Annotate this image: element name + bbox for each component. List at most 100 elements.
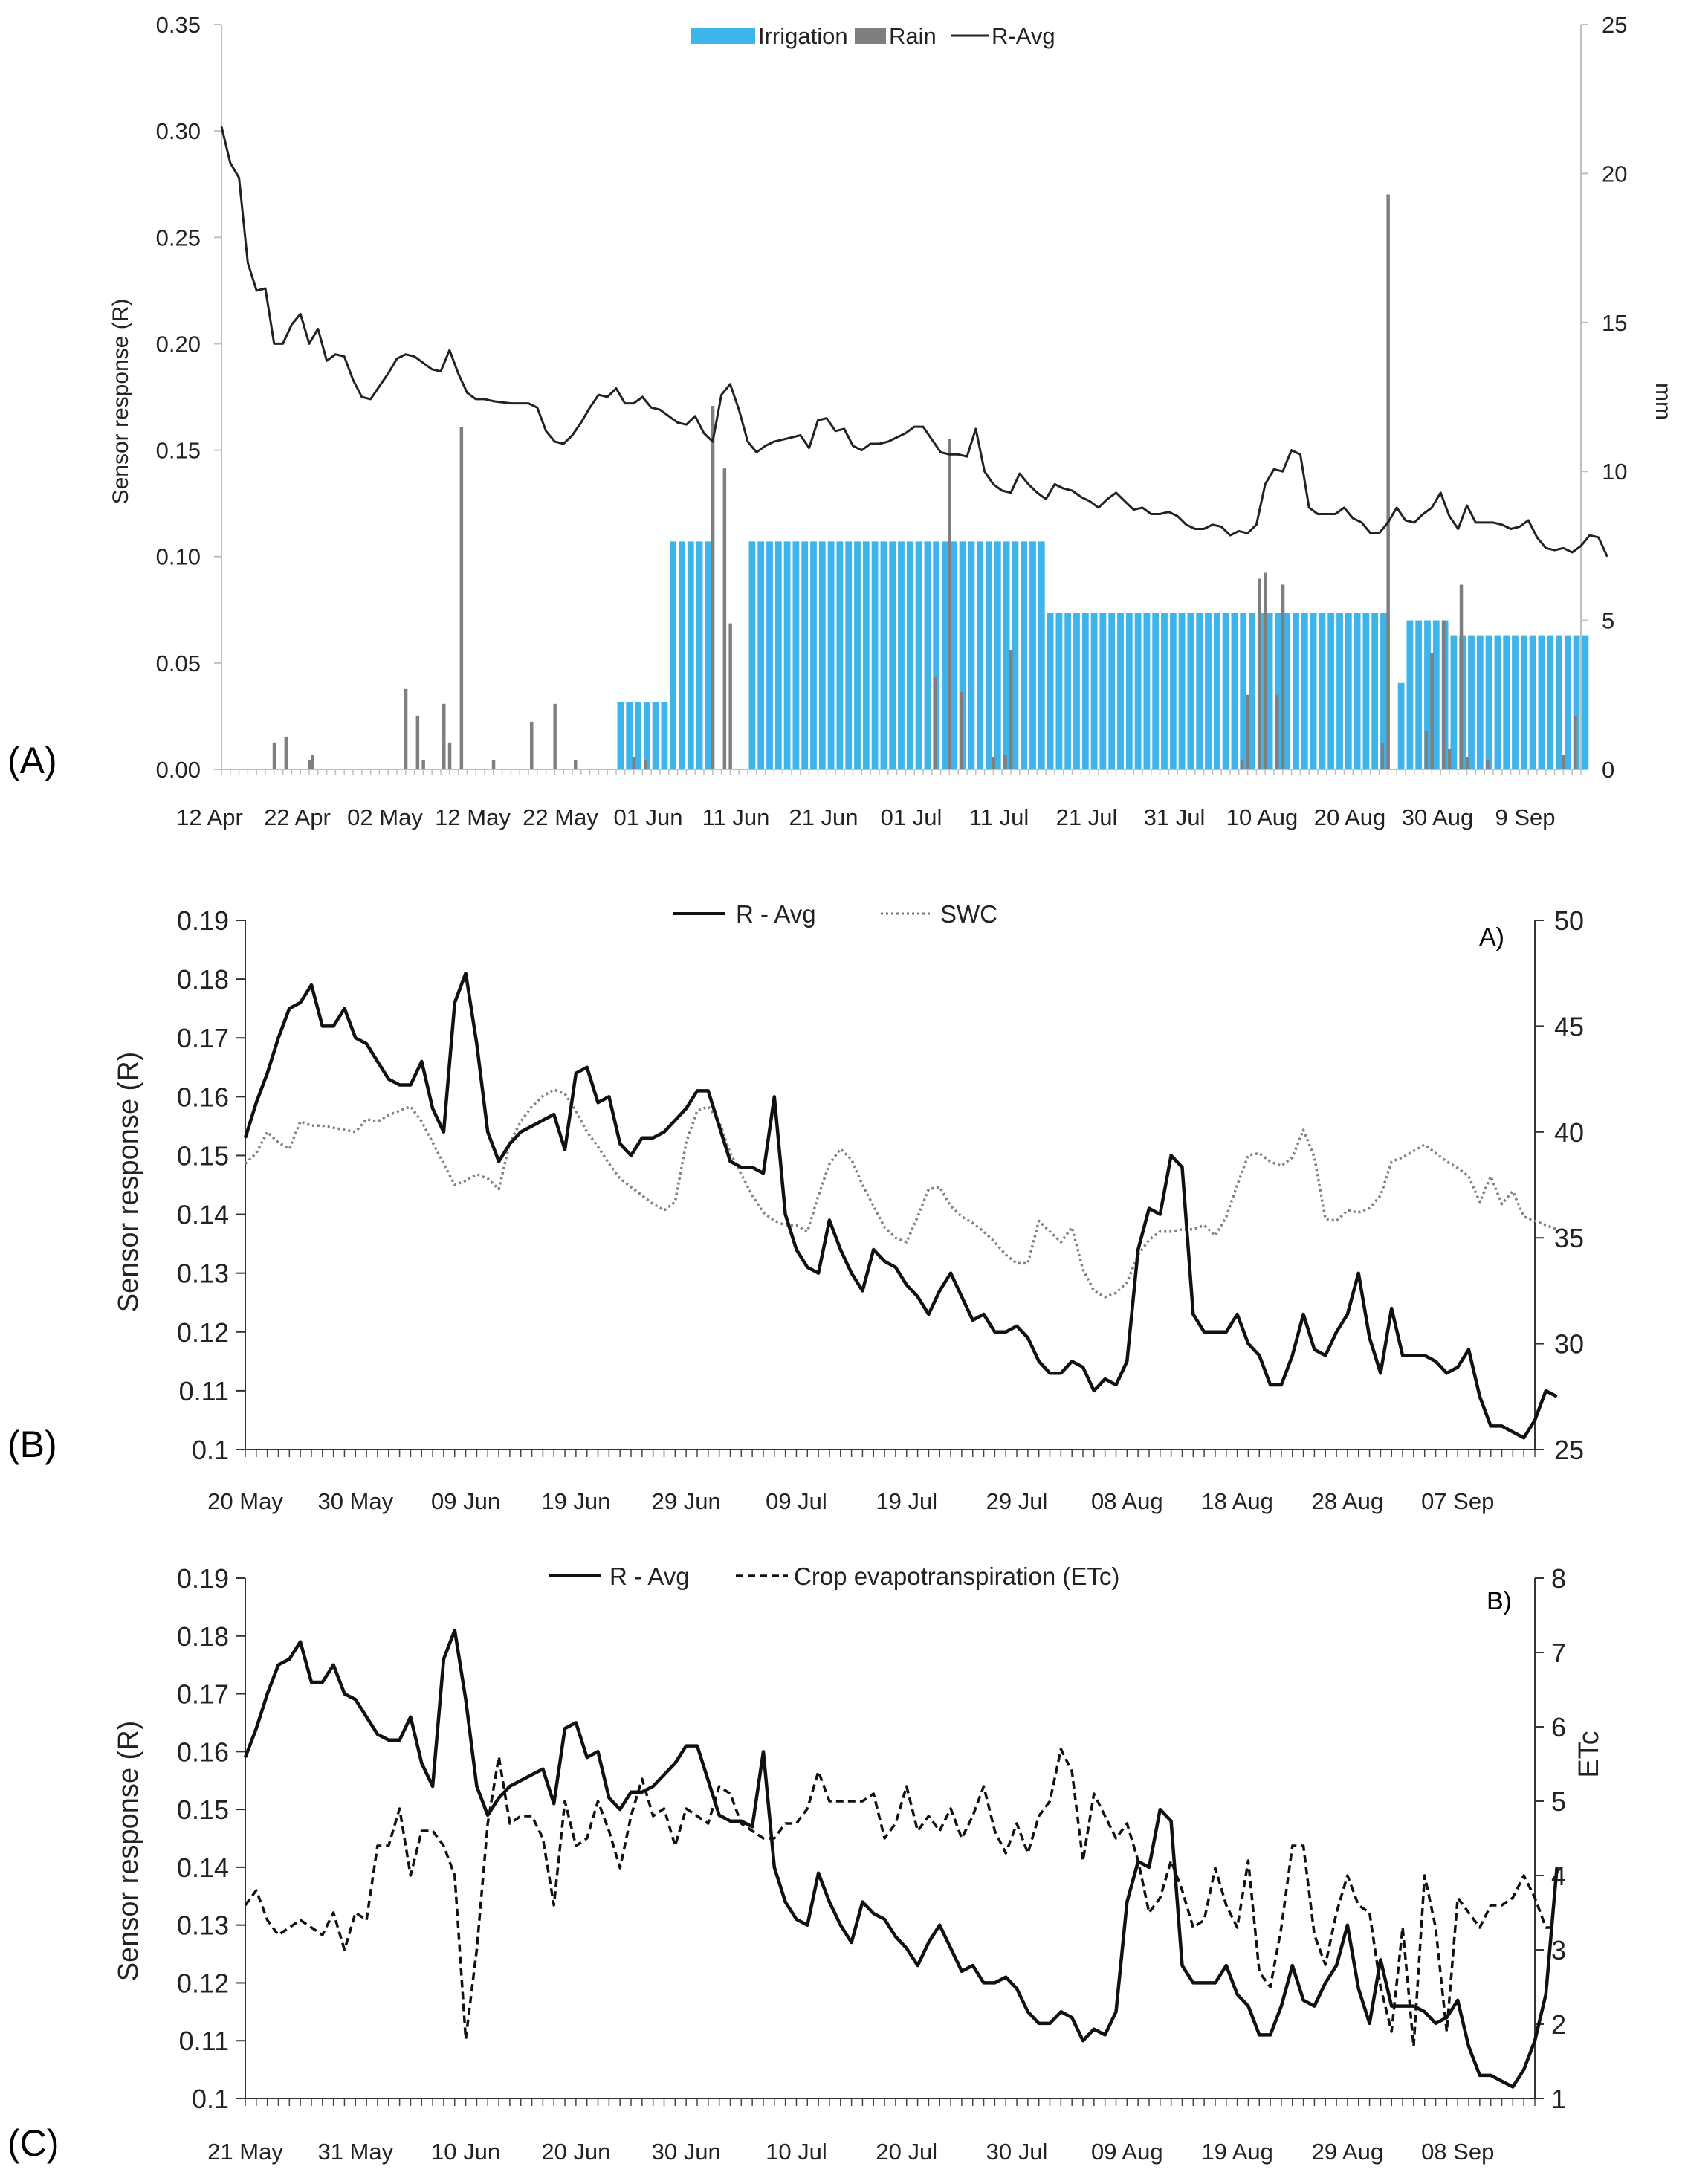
irrigation-bar bbox=[898, 541, 905, 769]
rain-bar bbox=[1009, 650, 1013, 769]
rain-bar bbox=[1574, 715, 1577, 769]
irrigation-bar bbox=[670, 541, 677, 769]
rain-bar bbox=[1240, 760, 1244, 769]
rain-bar bbox=[442, 703, 446, 769]
rain-bar bbox=[404, 688, 408, 769]
irrigation-bar bbox=[757, 541, 765, 769]
irrigation-bar bbox=[774, 541, 782, 769]
y-tick-label-left: 0.30 bbox=[156, 118, 201, 144]
series-line-r-avg-b bbox=[243, 971, 1558, 1440]
y-tick-label-left: 0.19 bbox=[177, 905, 229, 936]
axes-a: 0.00 0.05 0.10 0.15 0.20 0.25 0.30 0.35 0 5 10 15 20… bbox=[156, 12, 1628, 830]
irrigation-bar bbox=[687, 541, 694, 769]
irrigation-bar bbox=[1485, 635, 1492, 769]
y-tick-label-left: 0.16 bbox=[177, 1082, 229, 1112]
y-tick-label-left: 0.14 bbox=[177, 1852, 229, 1883]
irrigation-bar bbox=[933, 541, 940, 769]
irrigation-bar bbox=[1099, 613, 1107, 769]
x-tick-label: 12 May bbox=[435, 804, 511, 830]
irrigation-bar bbox=[1205, 613, 1212, 769]
y-tick-label-left: 0.15 bbox=[177, 1794, 229, 1825]
irrigation-bar bbox=[862, 541, 870, 769]
irrigation-bar bbox=[1406, 620, 1414, 769]
y-tick-label-right: 2 bbox=[1551, 2009, 1566, 2040]
y-tick-label-left: 0.10 bbox=[156, 544, 201, 570]
rain-bar bbox=[421, 760, 425, 769]
y-tick-label-left: 0.05 bbox=[156, 650, 201, 676]
x-tick-label: 22 May bbox=[523, 804, 598, 830]
irrigation-bar bbox=[1064, 613, 1072, 769]
y-tick-label-left: 0.35 bbox=[156, 12, 201, 38]
irrigation-bar bbox=[1169, 613, 1177, 769]
irrigation-bar bbox=[1556, 635, 1562, 769]
legend-label-swc: SWC bbox=[940, 900, 997, 928]
rain-bar bbox=[711, 406, 715, 769]
x-tick-label: 02 May bbox=[347, 804, 423, 830]
y-axis-label-left-b: Sensor response (R) bbox=[113, 1052, 144, 1313]
irrigation-bar bbox=[1284, 613, 1291, 769]
rain-bar bbox=[1264, 572, 1267, 769]
irrigation-bar bbox=[1012, 541, 1019, 769]
irrigation-bar bbox=[705, 541, 712, 769]
panel-label-a: (A) bbox=[7, 740, 57, 781]
y-tick-label-left: 0.14 bbox=[177, 1200, 229, 1230]
irrigation-bar bbox=[906, 541, 913, 769]
irrigation-bar bbox=[1327, 613, 1335, 769]
irrigation-bar bbox=[626, 702, 633, 769]
y-tick-label-right: 4 bbox=[1551, 1861, 1566, 1891]
y-tick-label-left: 0.25 bbox=[156, 224, 201, 251]
irrigation-bar bbox=[950, 541, 957, 769]
irrigation-bar bbox=[1494, 635, 1501, 769]
series-line-r-avg-c bbox=[243, 1628, 1559, 2089]
y-tick-label-left: 0.17 bbox=[177, 1023, 229, 1053]
irrigation-bar bbox=[1529, 635, 1536, 769]
irrigation-bar bbox=[818, 541, 826, 769]
panel-b: (B) A) Sensor response (R) R - Avg SWC 0… bbox=[7, 900, 1584, 1514]
y-tick-label-right: 40 bbox=[1554, 1117, 1584, 1148]
axes-b: 0.1 0.11 0.12 0.13 0.14 0.15 0.16 0.17 0.18 0.19 2… bbox=[177, 905, 1584, 1514]
x-tick-label: 19 Jun bbox=[541, 1488, 610, 1514]
irrigation-bar bbox=[1266, 613, 1273, 769]
irrigation-bar bbox=[1293, 613, 1299, 769]
rain-bar bbox=[1465, 757, 1469, 769]
x-tick-label: 10 Aug bbox=[1226, 804, 1298, 830]
y-tick-label-right: 7 bbox=[1551, 1638, 1566, 1668]
legend-label-etc: Crop evapotranspiration (ETc) bbox=[794, 1563, 1119, 1590]
x-tick-label: 11 Jun bbox=[702, 804, 770, 830]
x-tick-label: 11 Jul bbox=[969, 804, 1029, 830]
corner-label-c: B) bbox=[1487, 1587, 1512, 1615]
y-axis-label-right-c: ETc bbox=[1574, 1731, 1605, 1777]
irrigation-bar bbox=[1021, 541, 1028, 769]
irrigation-bar bbox=[1476, 635, 1484, 769]
irrigation-bar bbox=[1564, 635, 1571, 769]
x-tick-label: 07 Sep bbox=[1421, 1488, 1494, 1514]
irrigation-bar bbox=[1249, 613, 1255, 769]
panel-c: (C) B) Sensor response (R) ETc R - Avg C… bbox=[7, 1563, 1605, 2165]
y-tick-label-right: 10 bbox=[1602, 459, 1627, 485]
y-axis-label-right-a: mm bbox=[1651, 383, 1675, 420]
x-tick-label: 20 Jun bbox=[541, 2139, 610, 2165]
rain-bar bbox=[284, 736, 288, 769]
rain-bar bbox=[1430, 653, 1434, 769]
irrigation-bar bbox=[1336, 613, 1343, 769]
irrigation-bar bbox=[1143, 613, 1151, 769]
irrigation-bar bbox=[1450, 635, 1458, 769]
rain-bar bbox=[728, 623, 732, 769]
irrigation-bar bbox=[889, 541, 896, 769]
y-tick-label-left: 0.13 bbox=[177, 1259, 229, 1289]
legend-label-rain: Rain bbox=[889, 23, 937, 49]
series-line-etc bbox=[244, 1748, 1557, 2048]
rain-bar bbox=[632, 757, 636, 769]
irrigation-bar bbox=[783, 541, 791, 769]
rain-bar bbox=[1386, 194, 1390, 769]
y-tick-label-right: 30 bbox=[1554, 1329, 1584, 1360]
y-tick-label-right: 25 bbox=[1554, 1435, 1584, 1465]
irrigation-bar bbox=[836, 541, 844, 769]
legend-a: Irrigation Rain R-Avg bbox=[691, 23, 1055, 49]
x-tick-label: 20 Jul bbox=[876, 2139, 937, 2165]
x-tick-label: 21 Jul bbox=[1056, 804, 1118, 830]
irrigation-bar bbox=[1319, 613, 1326, 769]
irrigation-bar bbox=[1117, 613, 1124, 769]
rain-bar bbox=[1246, 694, 1250, 769]
